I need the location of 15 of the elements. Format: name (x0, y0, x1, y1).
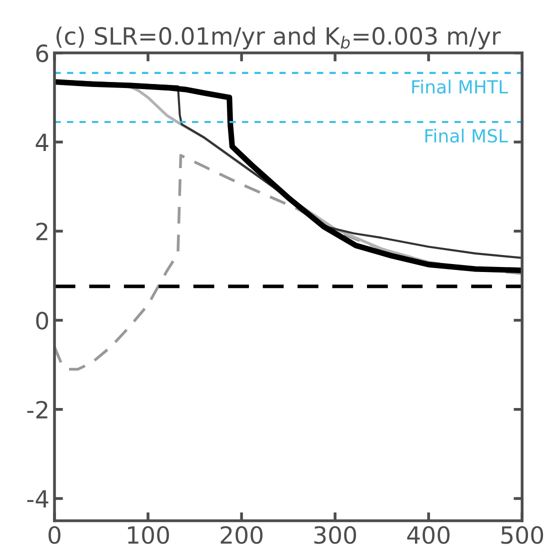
ref-line-label: Final MHTL (412, 80, 508, 94)
chart-title: (c) SLR=0.01m/yr and K$_{b}$=0.003 m/yr (56, 26, 501, 50)
x-tick-label: 200 (220, 526, 263, 544)
ref-line-label: Final MSL (425, 128, 508, 143)
x-tick-label: 400 (407, 526, 450, 544)
y-tick-label: 6 (36, 44, 48, 62)
y-tick-label: -2 (27, 400, 48, 418)
y-tick-label: -4 (27, 490, 48, 508)
x-tick-label: 0 (48, 526, 60, 544)
y-tick-label: 4 (36, 134, 48, 152)
x-tick-label: 100 (128, 526, 169, 544)
x-tick-label: 500 (501, 526, 544, 544)
x-tick-label: 300 (314, 526, 356, 544)
y-tick-label: 2 (36, 222, 48, 240)
y-tick-label: 0 (36, 312, 48, 330)
